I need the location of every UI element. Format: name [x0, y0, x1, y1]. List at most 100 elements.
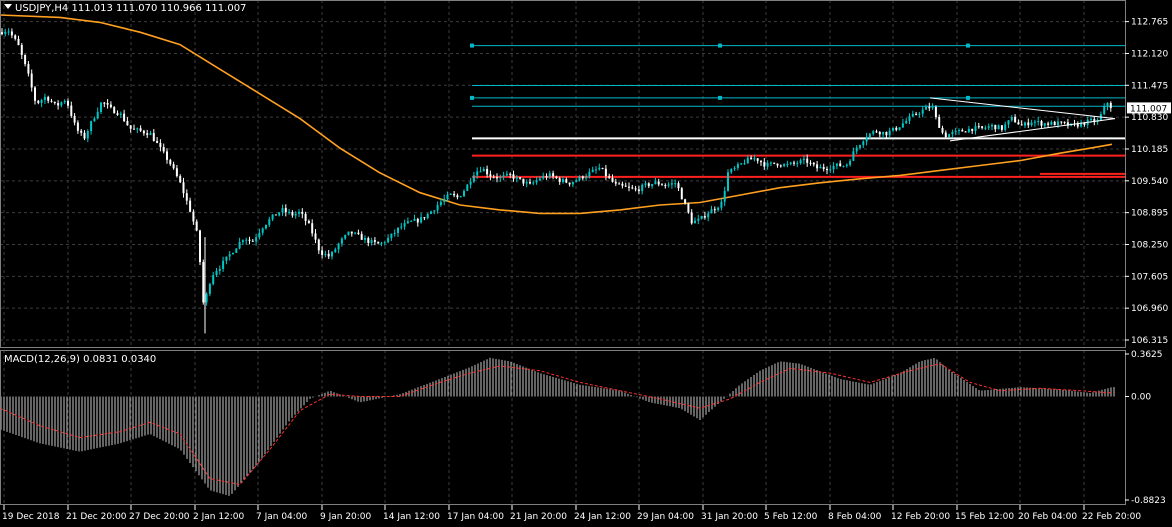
- candle-bear: [885, 131, 888, 136]
- time-tick-label: 9 Jan 20:00: [320, 512, 372, 522]
- candle-bull: [298, 211, 300, 214]
- candle-bear: [103, 102, 106, 104]
- fib-anchor-point: [718, 43, 722, 48]
- candle-bull: [469, 181, 472, 185]
- candle-bear: [67, 100, 69, 106]
- candle-bear: [53, 101, 56, 104]
- candle-bear: [1063, 121, 1066, 123]
- candle-bear: [509, 173, 512, 175]
- candle-bear: [189, 200, 192, 212]
- candle-bull: [499, 176, 502, 179]
- candle-bear: [793, 162, 795, 164]
- candle-bull: [842, 165, 845, 167]
- candle-bear: [182, 182, 185, 194]
- candle-bear: [839, 163, 842, 167]
- candle-bull: [921, 109, 924, 114]
- candle-bear: [486, 168, 489, 175]
- candle-bear: [47, 96, 50, 101]
- candle-bear: [971, 128, 974, 131]
- candle-bear: [139, 128, 142, 131]
- candle-bear: [634, 188, 637, 190]
- candle-bull: [100, 102, 102, 112]
- candle-bear: [34, 87, 36, 101]
- candle-bull: [723, 190, 726, 202]
- candle-bull: [918, 113, 921, 115]
- candle-bull: [387, 237, 390, 243]
- candle-bear: [152, 133, 155, 141]
- time-tick-label: 31 Jan 20:00: [701, 512, 758, 522]
- candle-bull: [268, 219, 271, 225]
- candle-bear: [321, 250, 324, 255]
- candle-bear: [779, 165, 782, 167]
- candle-bull: [1037, 121, 1040, 123]
- time-tick-label: 20 Feb 04:00: [1018, 512, 1077, 522]
- candle-bear: [664, 185, 667, 187]
- candle-bear: [1, 32, 3, 35]
- candle-bear: [146, 133, 149, 135]
- candle-bull: [410, 220, 413, 222]
- candle-bull: [954, 130, 957, 132]
- fib-anchor-point: [966, 95, 970, 100]
- candle-bull: [1004, 124, 1007, 130]
- time-tick-label: 2 Jan 12:00: [193, 512, 245, 522]
- candle-bull: [670, 183, 673, 185]
- candle-bear: [367, 238, 370, 244]
- candle-bull: [294, 213, 297, 216]
- candle-bull: [271, 214, 274, 220]
- candle-bear: [373, 240, 376, 242]
- candle-bear: [581, 176, 584, 179]
- time-tick-label: 21 Jan 20:00: [510, 512, 567, 522]
- macd-tick-label: -0.8823: [1131, 496, 1166, 506]
- candle-bull: [364, 238, 366, 240]
- candle-bull: [449, 193, 452, 195]
- candle-bull: [1090, 119, 1092, 121]
- candle-bull: [865, 137, 868, 142]
- candle-bear: [496, 177, 498, 179]
- candle-bear: [192, 211, 195, 222]
- candle-bull: [753, 158, 756, 160]
- candle-bear: [73, 115, 76, 123]
- macd-label: MACD(12,26,9) 0.0831 0.0340: [4, 354, 156, 365]
- candle-bear: [934, 106, 937, 117]
- fib-anchor-point: [718, 95, 722, 100]
- candle-bull: [535, 180, 538, 183]
- last-price-text: 111.007: [1130, 104, 1167, 114]
- candle-bull: [987, 126, 990, 128]
- trendline: [949, 118, 1116, 142]
- chart-title: USDJPY,H4 111.013 111.070 110.966 111.00…: [4, 3, 246, 14]
- candle-bull: [218, 268, 221, 271]
- candle-bull: [697, 218, 700, 221]
- candle-bear: [608, 176, 611, 178]
- candle-bear: [456, 195, 459, 198]
- candle-bear: [624, 185, 627, 187]
- price-tick-label: 108.250: [1131, 240, 1168, 250]
- candle-bear: [314, 233, 317, 240]
- candle-bull: [829, 169, 832, 171]
- candle-bull: [443, 198, 446, 202]
- candle-bear: [618, 183, 621, 185]
- candle-bear: [172, 164, 175, 169]
- candle-bear: [875, 131, 878, 133]
- candle-bull: [991, 124, 993, 127]
- candle-bear: [647, 183, 650, 187]
- candle-bear: [179, 176, 182, 183]
- candle-bull: [532, 182, 535, 184]
- moving-average: [0, 14, 1113, 215]
- candle-bull: [967, 128, 970, 133]
- candle-bull: [208, 284, 211, 294]
- candle-bear: [169, 159, 172, 165]
- candle-bear: [248, 239, 251, 241]
- candle-bear: [763, 162, 766, 167]
- price-tick-label: 112.120: [1131, 49, 1168, 59]
- candle-bear: [83, 132, 86, 139]
- candle-bear: [357, 232, 360, 235]
- candle-bull: [136, 128, 139, 130]
- time-tick-label: 21 Dec 20:00: [66, 512, 127, 522]
- candle-bear: [80, 130, 83, 133]
- candle-bull: [710, 209, 713, 214]
- candle-bear: [944, 132, 947, 138]
- candle-bear: [555, 176, 558, 179]
- candle-bull: [1080, 122, 1083, 127]
- candle-bull: [383, 242, 386, 244]
- candle-bear: [202, 262, 205, 303]
